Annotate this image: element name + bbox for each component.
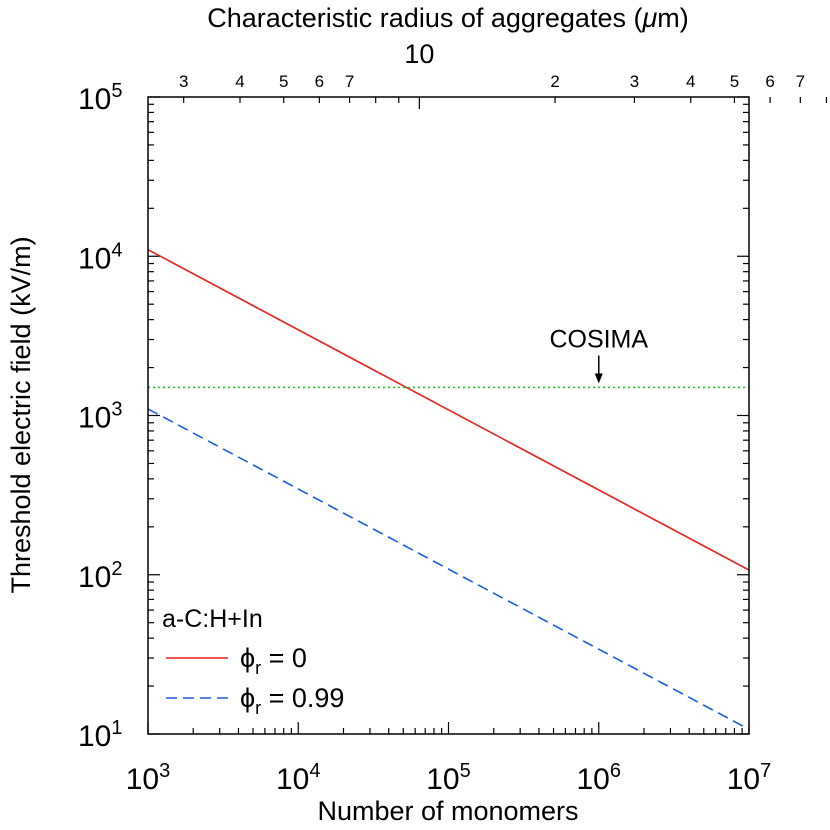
y-tick-label: 101 bbox=[78, 717, 123, 753]
series-line-1 bbox=[148, 248, 749, 571]
top-minor-tick-label: 3 bbox=[179, 72, 188, 91]
cosima-label: COSIMA bbox=[549, 325, 648, 353]
top-minor-tick-label: 4 bbox=[686, 72, 695, 91]
y-tick-label: 102 bbox=[78, 558, 123, 594]
legend: a-C:H+In ϕr = 0 ϕr = 0.99 bbox=[162, 605, 344, 718]
cosima-arrow-head bbox=[594, 373, 603, 384]
plot-frame bbox=[147, 96, 750, 735]
x-tick-label: 103 bbox=[126, 760, 171, 796]
y-tick-label: 103 bbox=[78, 399, 123, 435]
cosima-annotation: COSIMA bbox=[549, 325, 648, 384]
y-axis-title: Threshold electric field (kV/m) bbox=[6, 236, 36, 593]
series-line-2 bbox=[148, 408, 749, 731]
legend-title: a-C:H+In bbox=[162, 605, 263, 633]
top-minor-tick-label: 2 bbox=[550, 72, 559, 91]
top-minor-tick-label: 5 bbox=[730, 72, 739, 91]
top-minor-tick-label: 3 bbox=[630, 72, 639, 91]
y-tick-label: 104 bbox=[78, 239, 123, 275]
x-axis-title: Number of monomers bbox=[317, 796, 578, 826]
top-major-tick-label: 10 bbox=[404, 39, 434, 69]
legend-label-1: ϕr = 0 bbox=[240, 643, 307, 678]
y-tick-label: 105 bbox=[78, 80, 123, 116]
axis-ticks bbox=[147, 96, 828, 735]
legend-label-2: ϕr = 0.99 bbox=[240, 683, 344, 718]
x-tick-label: 104 bbox=[276, 760, 321, 796]
top-minor-tick-label: 7 bbox=[796, 72, 805, 91]
top-minor-tick-label: 6 bbox=[765, 72, 774, 91]
top-minor-tick-label: 5 bbox=[279, 72, 288, 91]
top-minor-tick-label: 6 bbox=[315, 72, 324, 91]
x-tick-label: 107 bbox=[727, 760, 772, 796]
top-minor-tick-label: 4 bbox=[235, 72, 244, 91]
series-layer bbox=[148, 248, 749, 731]
top-axis-title: Characteristic radius of aggregates (μm) bbox=[207, 3, 689, 33]
x-tick-label: 105 bbox=[426, 760, 471, 796]
tick-labels: 1010034567234567103104105106107101102103… bbox=[78, 39, 805, 796]
top-minor-tick-label: 7 bbox=[345, 72, 354, 91]
x-tick-label: 106 bbox=[577, 760, 622, 796]
